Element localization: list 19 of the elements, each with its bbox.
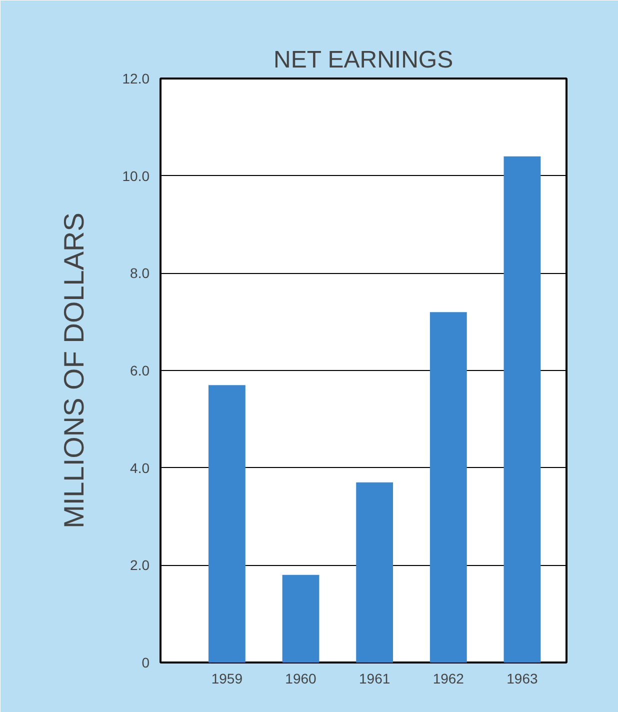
y-tick-label: 12.0 [122, 70, 150, 86]
y-tick-label: 10.0 [122, 168, 150, 184]
x-tick-label: 1963 [506, 670, 538, 686]
x-tick-label: 1961 [359, 670, 390, 686]
bar [282, 574, 320, 662]
y-tick-label: 6.0 [130, 362, 150, 378]
y-axis-title: MILLIONS OF DOLLARS [58, 212, 90, 528]
y-tick-label: 4.0 [130, 460, 150, 476]
y-tick-label: 8.0 [130, 265, 150, 282]
y-tick-label: 0 [142, 654, 150, 670]
bar [356, 482, 394, 662]
x-tick-label: 1960 [285, 670, 317, 686]
x-tick-label: 1959 [211, 670, 243, 686]
x-tick-label: 1962 [432, 670, 464, 686]
y-tick-label: 2.0 [130, 557, 150, 574]
bar [208, 385, 246, 662]
bar [504, 156, 541, 662]
chart-title: NET EARNINGS [273, 46, 454, 74]
bar [430, 312, 467, 662]
